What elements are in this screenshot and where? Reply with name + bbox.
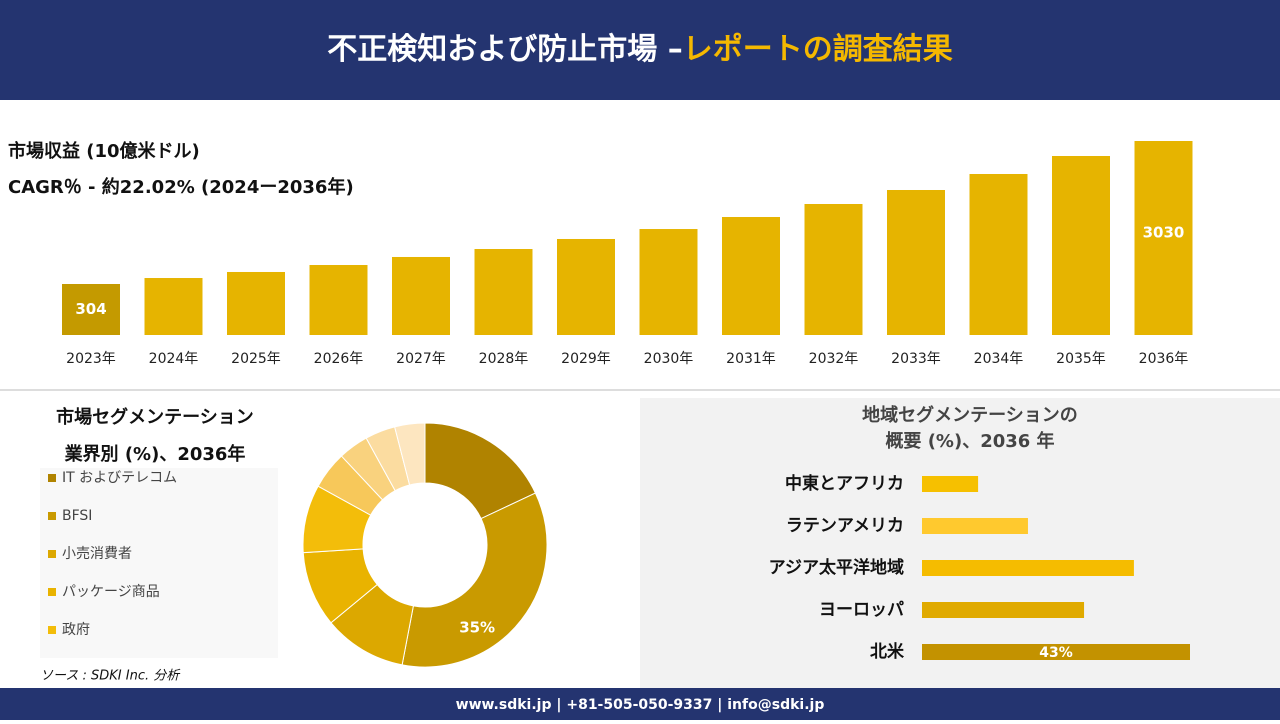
bar [639, 229, 698, 335]
footer-contact: www.sdki.jp | +81-505-050-9337 | info@sd… [456, 697, 825, 713]
x-tick-label: 2023年 [66, 351, 116, 367]
bar [62, 284, 120, 335]
x-tick-label: 2032年 [809, 351, 859, 367]
bar [1052, 156, 1110, 335]
x-tick-label: 2026年 [314, 351, 364, 367]
legend-label: 小売消費者 [62, 546, 132, 562]
bar [1134, 141, 1193, 335]
bar-title: 市場収益 (10億米ドル) [8, 140, 200, 162]
legend-swatch [48, 588, 56, 596]
y-category-label: 中東とアフリカ [785, 473, 904, 494]
hbar-title: 地域セグメンテーションの [862, 404, 1078, 426]
bar [144, 278, 203, 335]
region-panel [640, 398, 1280, 688]
bar [887, 189, 945, 335]
legend-label: BFSI [62, 508, 92, 524]
footer-band [0, 688, 1280, 720]
data-label: 43% [1039, 645, 1073, 661]
hbar-subtitle: 概要 (%)、2036 年 [885, 430, 1054, 452]
bar [557, 238, 615, 335]
bar [474, 249, 533, 335]
bar [922, 644, 1190, 660]
x-tick-label: 2033年 [891, 351, 941, 367]
bar [922, 476, 979, 492]
bar-subtitle: CAGR％ - 約22.02% (2024ー2036年) [8, 176, 354, 198]
title-accent: レポートの調査結果 [683, 32, 953, 67]
data-label: 35% [459, 618, 495, 636]
x-tick-label: 2036年 [1139, 351, 1189, 367]
x-tick-label: 2028年 [479, 351, 529, 367]
y-category-label: アジア太平洋地域 [769, 557, 904, 578]
bar [804, 204, 863, 335]
legend-swatch [48, 626, 56, 634]
donut-slice [394, 422, 426, 486]
donut-slice [401, 492, 548, 668]
x-tick-label: 2034年 [974, 351, 1024, 367]
legend-box [40, 468, 278, 658]
x-tick-label: 2035年 [1056, 351, 1106, 367]
bar [922, 518, 1028, 534]
legend-label: IT およびテレコム [62, 470, 177, 486]
header-title: 不正検知および防止市場 –レポートの調査結果 [327, 32, 952, 67]
data-label: 304 [75, 300, 106, 318]
donut-title: 市場セグメンテーション [56, 406, 254, 428]
source-note: ソース : SDKI Inc. 分析 [40, 669, 181, 684]
y-category-label: ラテンアメリカ [786, 516, 904, 536]
donut-subtitle: 業界別 (%)、2036年 [64, 443, 246, 465]
bar [922, 602, 1085, 618]
legend-swatch [48, 512, 56, 520]
legend-swatch [48, 550, 56, 558]
bar [922, 560, 1134, 576]
legend-label: パッケージ商品 [62, 584, 160, 600]
title-main: 不正検知および防止市場 – [327, 32, 682, 67]
y-category-label: 北米 [870, 641, 905, 662]
data-label: 3030 [1143, 224, 1185, 242]
y-category-label: ヨーロッパ [819, 600, 904, 620]
bar [722, 217, 780, 335]
bar [227, 271, 285, 335]
legend-swatch [48, 474, 56, 482]
bar [392, 256, 450, 335]
x-tick-label: 2030年 [644, 351, 694, 367]
x-tick-label: 2031年 [726, 351, 776, 367]
x-tick-label: 2029年 [561, 351, 611, 367]
bar [309, 265, 368, 335]
x-tick-label: 2027年 [396, 351, 446, 367]
x-tick-label: 2025年 [231, 351, 281, 367]
x-tick-label: 2024年 [149, 351, 199, 367]
bar [969, 173, 1028, 335]
legend-label: 政府 [62, 622, 90, 638]
header-band [0, 0, 1280, 100]
